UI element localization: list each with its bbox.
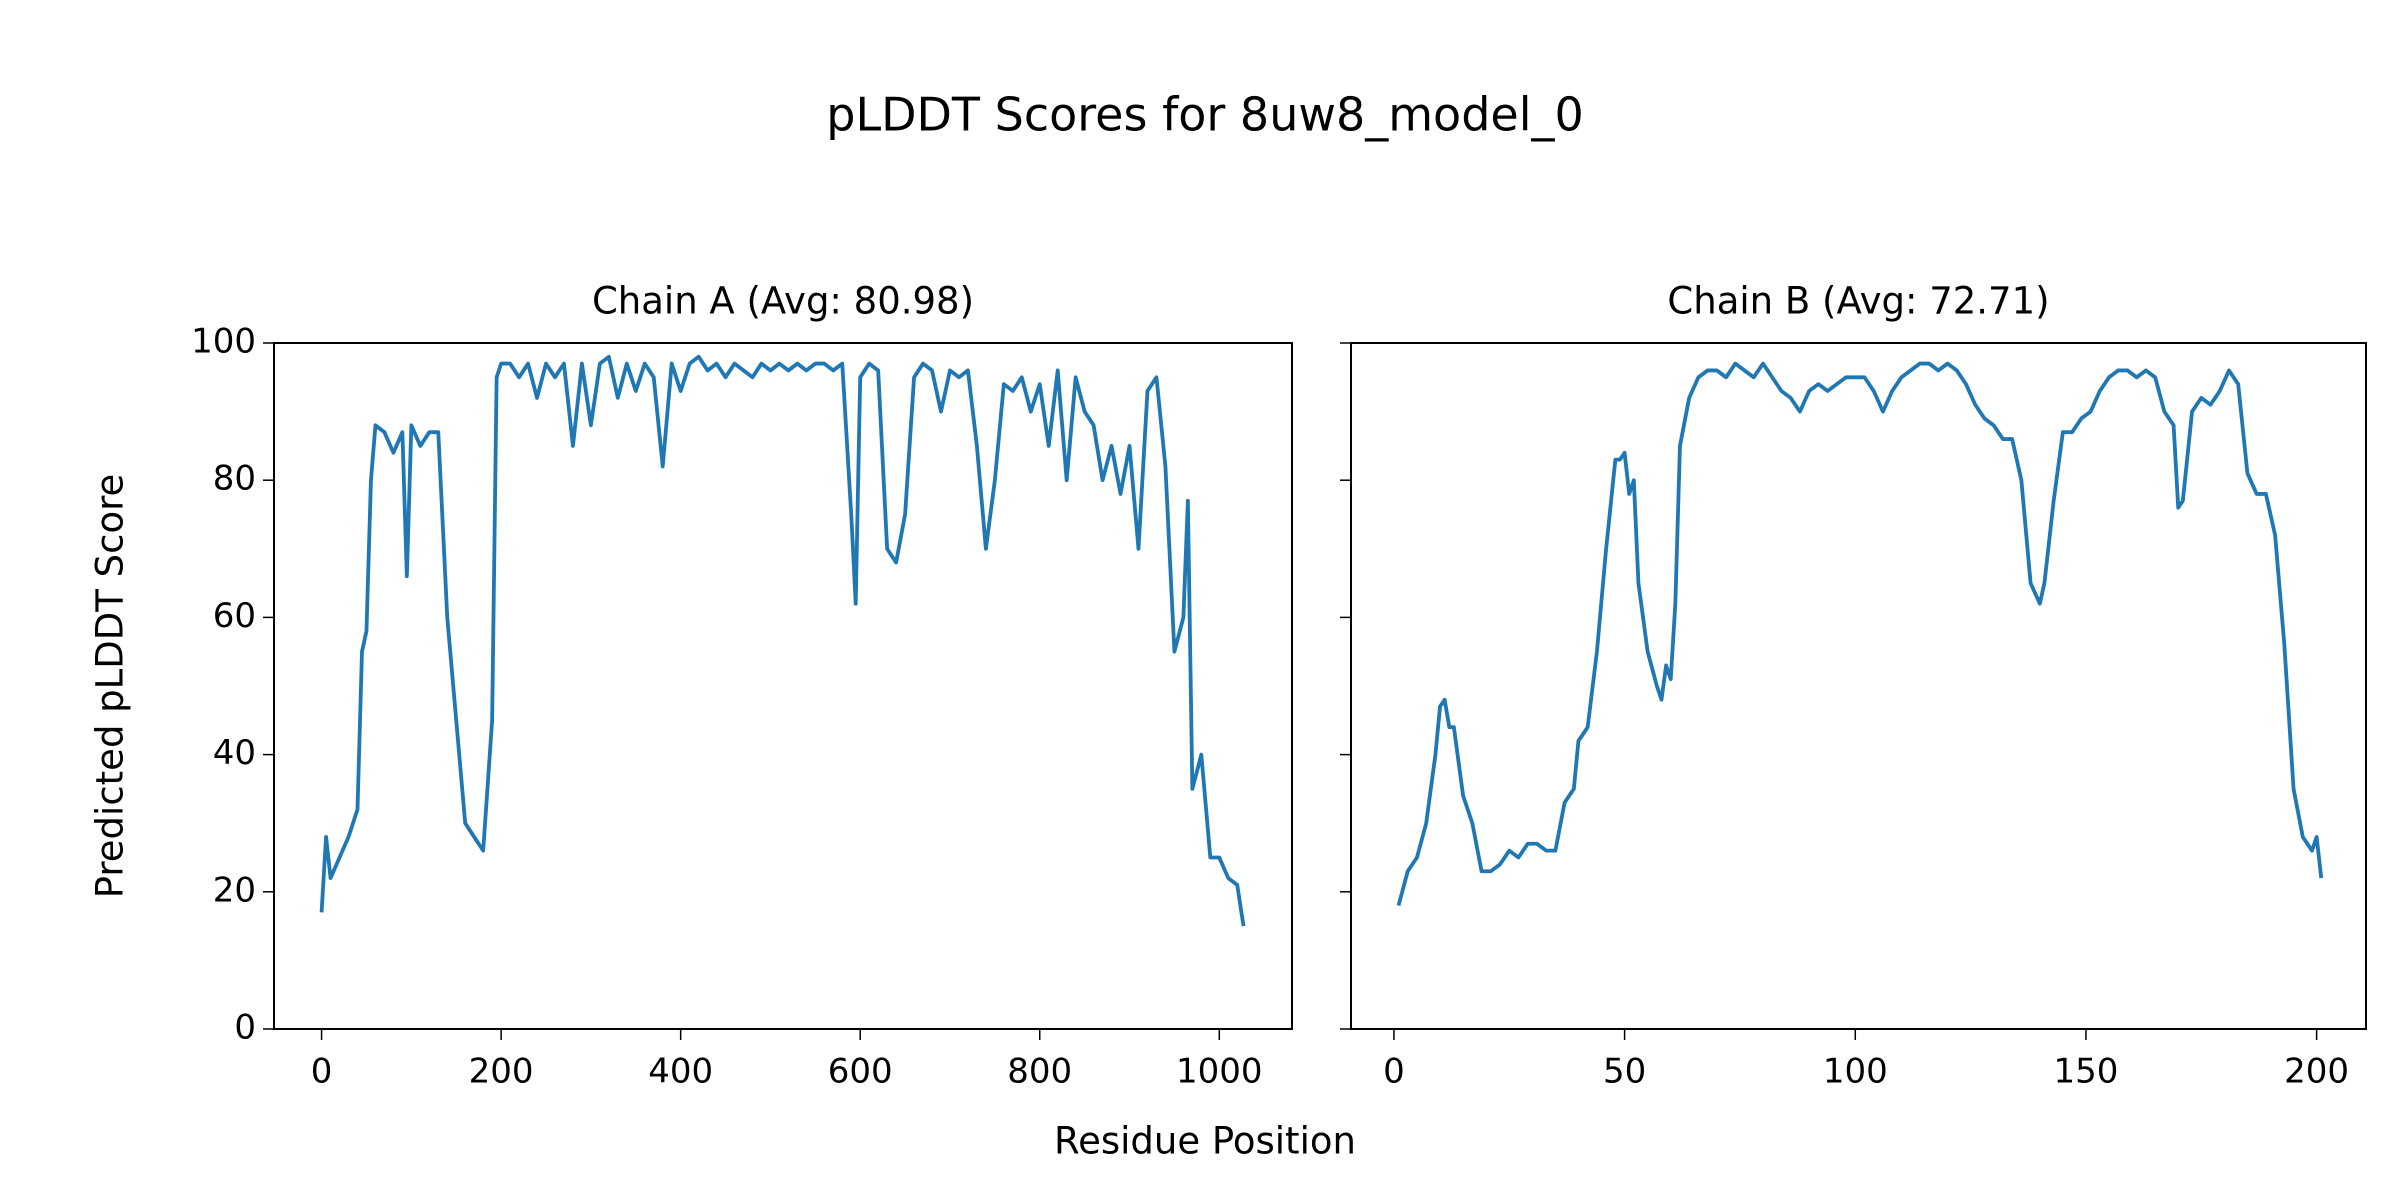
subplot-title: Chain A (Avg: 80.98) (592, 280, 974, 323)
y-tick-label: 40 (213, 733, 256, 773)
x-tick-label: 150 (2053, 1052, 2118, 1092)
x-tick-label: 400 (648, 1052, 713, 1092)
x-axis-label: Residue Position (1054, 1120, 1356, 1163)
y-tick-label: 80 (213, 459, 256, 499)
y-tick-label: 20 (213, 870, 256, 910)
axes-frame (273, 342, 1293, 1030)
y-tick-label: 100 (191, 322, 256, 362)
y-tick-label: 60 (213, 596, 256, 636)
x-tick-label: 50 (1603, 1052, 1646, 1092)
data-line (319, 354, 1246, 927)
x-tick-label: 200 (469, 1052, 534, 1092)
x-tick-label: 0 (1383, 1052, 1405, 1092)
figure-title: pLDDT Scores for 8uw8_model_0 (826, 88, 1584, 142)
y-axis-label: Predicted pLDDT Score (89, 474, 132, 899)
x-tick-label: 1000 (1176, 1052, 1263, 1092)
data-line (1396, 361, 2324, 907)
subplot-title: Chain B (Avg: 72.71) (1667, 280, 2049, 323)
x-tick-label: 100 (1823, 1052, 1888, 1092)
axes-frame (1350, 342, 2367, 1030)
x-tick-label: 600 (828, 1052, 893, 1092)
y-tick-label: 0 (234, 1008, 256, 1048)
x-tick-label: 200 (2284, 1052, 2349, 1092)
x-tick-label: 0 (311, 1052, 333, 1092)
x-tick-label: 800 (1007, 1052, 1072, 1092)
